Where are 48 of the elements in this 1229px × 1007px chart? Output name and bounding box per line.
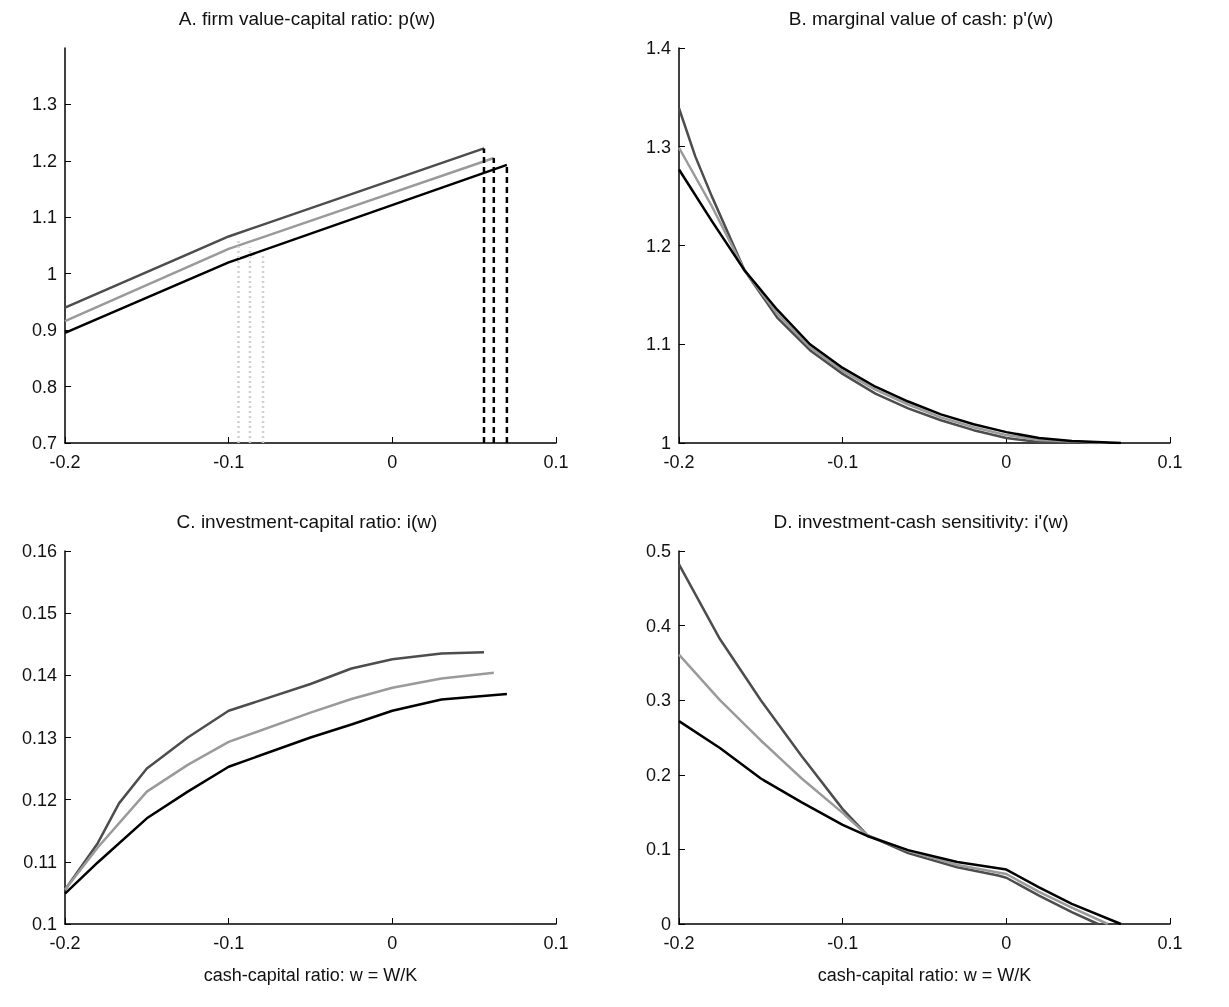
x-tick-label: 0 (1001, 452, 1012, 472)
x-axis-title: cash-capital ratio: w = W/K (203, 965, 418, 985)
chart-title: A. firm value-capital ratio: p(w) (178, 8, 436, 29)
y-tick-label: 0.4 (645, 615, 671, 636)
y-tick-label: 0.3 (645, 690, 671, 711)
y-tick-label: 0.13 (21, 727, 57, 748)
x-tick-label: 0.1 (1157, 452, 1183, 472)
y-tick-label: 1 (46, 263, 57, 284)
y-tick-label: 0.14 (21, 665, 57, 686)
y-tick-label: 1.3 (645, 136, 671, 157)
y-tick-label: 0.11 (23, 851, 57, 872)
x-tick-label: 0.1 (1157, 933, 1183, 953)
y-tick-label: 1.1 (645, 334, 671, 355)
x-tick-label: 0 (387, 933, 398, 953)
y-tick-label: 0.7 (31, 433, 57, 453)
y-tick-label: 0.15 (21, 603, 57, 624)
y-tick-label: 0.1 (31, 914, 57, 934)
x-tick-label: -0.2 (663, 933, 695, 953)
x-tick-label: -0.1 (827, 452, 859, 472)
y-tick-label: 1.4 (645, 38, 671, 58)
y-tick-label: 0 (660, 914, 671, 934)
chart-title: D. investment-cash sensitivity: i'(w) (773, 511, 1069, 532)
chart-title: B. marginal value of cash: p'(w) (788, 8, 1054, 29)
x-axis-title: cash-capital ratio: w = W/K (817, 965, 1032, 985)
x-tick-label: 0 (1001, 933, 1012, 953)
x-tick-label: 0.1 (543, 933, 569, 953)
x-tick-label: -0.2 (49, 452, 81, 472)
y-tick-label: 0.5 (645, 541, 671, 561)
x-tick-label: -0.1 (213, 933, 245, 953)
y-tick-label: 1.1 (31, 207, 57, 228)
x-tick-label: 0.1 (543, 452, 569, 472)
y-tick-label: 1 (660, 433, 671, 453)
y-tick-label: 0.8 (31, 376, 57, 397)
y-tick-label: 1.2 (31, 150, 57, 171)
x-tick-label: -0.2 (49, 933, 81, 953)
chart-title: C. investment-capital ratio: i(w) (176, 511, 438, 532)
y-tick-label: 0.1 (645, 839, 671, 860)
line-series (677, 563, 1100, 926)
y-tick-label: 1.2 (645, 235, 671, 256)
y-tick-label: 0.12 (21, 789, 57, 810)
x-tick-label: -0.1 (827, 933, 859, 953)
y-tick-label: 0.16 (21, 541, 57, 561)
y-tick-label: 1.3 (31, 94, 57, 115)
x-tick-label: -0.2 (663, 452, 695, 472)
y-tick-label: 0.9 (31, 320, 57, 341)
y-tick-label: 0.2 (645, 764, 671, 785)
x-tick-label: 0 (387, 452, 398, 472)
x-tick-label: -0.1 (213, 452, 245, 472)
